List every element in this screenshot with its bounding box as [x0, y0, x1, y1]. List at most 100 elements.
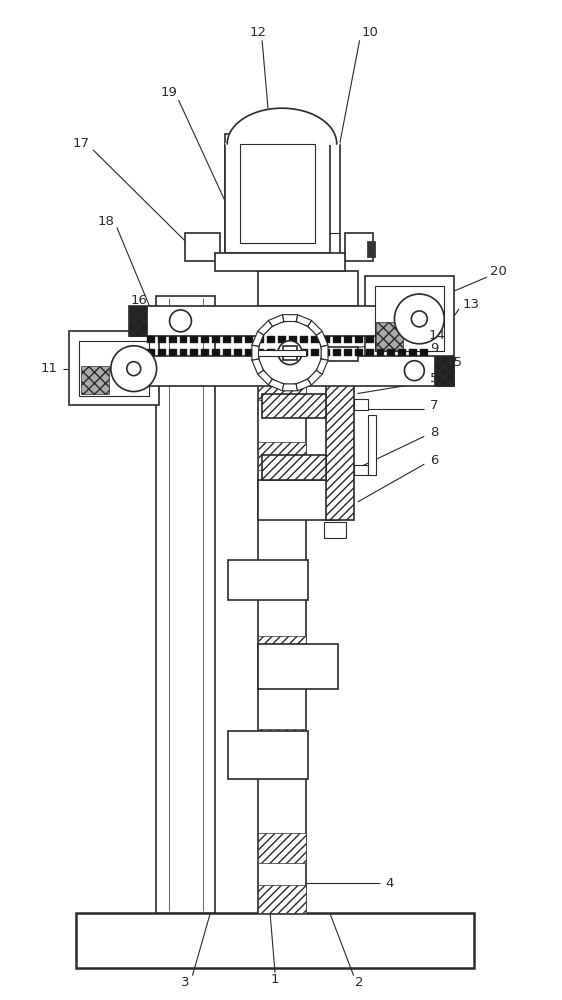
- Bar: [258, 636, 306, 664]
- Bar: [157, 298, 214, 911]
- Bar: [366, 241, 374, 257]
- Bar: [223, 336, 231, 343]
- Bar: [215, 253, 345, 271]
- Circle shape: [405, 361, 424, 381]
- Bar: [256, 336, 264, 343]
- Bar: [387, 349, 396, 356]
- Bar: [300, 336, 308, 343]
- Text: 19: 19: [160, 86, 177, 99]
- Polygon shape: [252, 345, 259, 360]
- Bar: [322, 349, 330, 356]
- Bar: [223, 349, 231, 356]
- Polygon shape: [252, 331, 264, 347]
- Bar: [377, 349, 384, 356]
- Polygon shape: [269, 379, 284, 391]
- Bar: [147, 336, 155, 343]
- Bar: [374, 286, 444, 351]
- Bar: [283, 346, 297, 360]
- Circle shape: [278, 341, 302, 365]
- Polygon shape: [316, 331, 328, 347]
- Bar: [267, 336, 275, 343]
- Bar: [365, 276, 454, 361]
- Bar: [434, 356, 454, 386]
- Bar: [191, 336, 198, 343]
- Bar: [311, 349, 319, 356]
- Circle shape: [170, 310, 192, 332]
- Bar: [234, 349, 242, 356]
- Bar: [129, 306, 147, 336]
- Bar: [258, 729, 306, 759]
- Bar: [169, 298, 203, 911]
- Text: 3: 3: [181, 976, 190, 989]
- Bar: [185, 233, 220, 261]
- Bar: [258, 885, 306, 913]
- Bar: [258, 336, 306, 913]
- Circle shape: [411, 311, 427, 327]
- Bar: [289, 349, 297, 356]
- Bar: [398, 349, 406, 356]
- Bar: [344, 349, 352, 356]
- Bar: [225, 134, 330, 253]
- Bar: [156, 296, 215, 913]
- Text: 17: 17: [72, 137, 89, 150]
- Bar: [355, 349, 362, 356]
- Circle shape: [258, 321, 322, 385]
- Bar: [262, 455, 326, 480]
- Circle shape: [111, 346, 157, 392]
- Bar: [129, 356, 454, 386]
- Bar: [311, 336, 319, 343]
- Bar: [326, 361, 353, 520]
- Text: 10: 10: [361, 26, 378, 39]
- Bar: [169, 349, 176, 356]
- Polygon shape: [296, 315, 311, 326]
- Polygon shape: [321, 345, 328, 360]
- Text: 20: 20: [491, 265, 507, 278]
- Bar: [212, 349, 220, 356]
- Polygon shape: [296, 379, 311, 391]
- Bar: [258, 833, 306, 863]
- Bar: [201, 349, 210, 356]
- Bar: [201, 336, 210, 343]
- Text: 12: 12: [250, 26, 266, 39]
- Polygon shape: [225, 108, 339, 144]
- Bar: [169, 336, 176, 343]
- Bar: [322, 347, 357, 361]
- Bar: [355, 336, 362, 343]
- Text: 11: 11: [40, 362, 58, 375]
- Text: 14: 14: [429, 329, 446, 342]
- Polygon shape: [316, 359, 328, 374]
- Bar: [289, 336, 297, 343]
- Bar: [157, 336, 166, 343]
- Bar: [81, 366, 109, 394]
- Bar: [409, 349, 418, 356]
- Polygon shape: [258, 320, 272, 335]
- Circle shape: [127, 362, 140, 376]
- Bar: [147, 349, 155, 356]
- Bar: [212, 336, 220, 343]
- Bar: [129, 306, 378, 336]
- Bar: [368, 415, 375, 475]
- Bar: [228, 560, 308, 600]
- Bar: [353, 465, 368, 475]
- Bar: [256, 349, 264, 356]
- Text: 15: 15: [446, 356, 463, 369]
- Polygon shape: [282, 384, 297, 391]
- Bar: [228, 731, 308, 779]
- Bar: [365, 349, 374, 356]
- Bar: [79, 341, 149, 396]
- Bar: [258, 644, 338, 689]
- Polygon shape: [269, 315, 284, 326]
- Bar: [420, 349, 428, 356]
- Bar: [322, 336, 330, 343]
- Bar: [76, 913, 474, 968]
- Text: 8: 8: [430, 426, 438, 439]
- Text: 7: 7: [430, 399, 438, 412]
- Bar: [324, 522, 346, 538]
- Text: 4: 4: [386, 877, 393, 890]
- Bar: [245, 336, 253, 343]
- Bar: [365, 336, 374, 343]
- Bar: [258, 480, 338, 520]
- Bar: [353, 399, 368, 410]
- Polygon shape: [258, 370, 272, 385]
- Bar: [267, 349, 275, 356]
